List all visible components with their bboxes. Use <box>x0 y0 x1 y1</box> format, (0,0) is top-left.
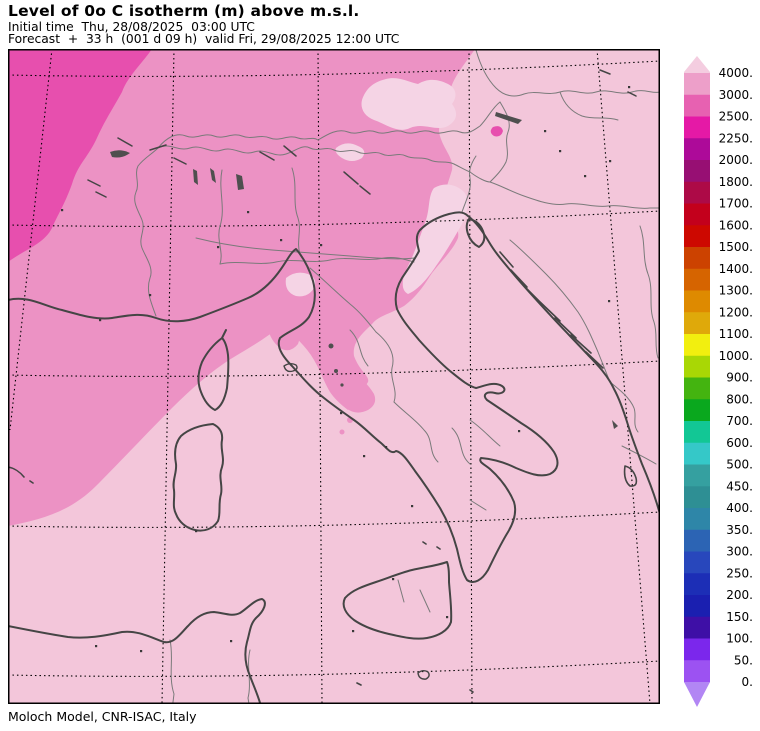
town-dots <box>61 86 631 653</box>
colorbar-segment <box>684 377 710 400</box>
colorbar-label: 1000. <box>719 349 753 363</box>
colorbar-label: 800. <box>726 392 753 406</box>
coast-sicily <box>342 561 453 640</box>
colorbar-segment <box>684 616 710 639</box>
colorbar-label: 1200. <box>719 305 753 319</box>
forecast-map <box>8 49 660 704</box>
page-title: Level of 0o C isotherm (m) above m.s.l. <box>8 2 360 20</box>
region-borders <box>134 49 660 704</box>
coast-dalmatian-islands <box>499 251 604 369</box>
colorbar-segment <box>684 638 710 661</box>
coastlines <box>8 69 660 704</box>
colorbar-segment <box>684 442 710 465</box>
initial-time-line: Initial time Thu, 28/08/2025 03:00 UTC <box>8 20 255 34</box>
colorbar-label: 300. <box>726 545 753 559</box>
mountain-marks <box>87 69 637 198</box>
colorbar-label: 3000. <box>719 88 753 102</box>
colorbar-label: 150. <box>726 610 753 624</box>
colorbar-segment <box>684 464 710 487</box>
map-band-3000-4000-region <box>8 49 475 526</box>
map-high-patches <box>285 78 468 297</box>
colorbar-arrow-bottom <box>684 682 710 707</box>
colorbar-label: 1600. <box>719 218 753 232</box>
colorbar-segment <box>684 334 710 357</box>
colorbar-label: 0. <box>742 675 753 689</box>
colorbar-segment <box>684 508 710 531</box>
colorbar-label: 1700. <box>719 197 753 211</box>
colorbar-label: 500. <box>726 458 753 472</box>
colorbar-label: 900. <box>726 371 753 385</box>
colorbar-segment <box>684 94 710 117</box>
colorbar-label: 1400. <box>719 262 753 276</box>
colorbar-segment <box>684 529 710 552</box>
coast-small-islands <box>356 541 474 693</box>
colorbar-label: 600. <box>726 436 753 450</box>
colorbar-label: 250. <box>726 566 753 580</box>
colorbar-segment <box>684 312 710 335</box>
colorbar-segment <box>684 290 710 313</box>
colorbar-label: 400. <box>726 501 753 515</box>
colorbar-label: 200. <box>726 588 753 602</box>
colorbar-label: 1100. <box>719 327 753 341</box>
colorbar-segment <box>684 116 710 139</box>
colorbar: 4000. 3000. 2500. 2250. 2000. 1800. 1700. 1600.… <box>684 56 753 707</box>
colorbar-arrow-top <box>684 56 710 74</box>
colorbar-label: 700. <box>726 414 753 428</box>
coast-balearics <box>8 466 34 484</box>
coast-corfu <box>623 465 638 487</box>
colorbar-segment <box>684 247 710 270</box>
model-credit: Moloch Model, CNR-ISAC, Italy <box>8 709 197 724</box>
forecast-valid-line: Forecast + 33 h (001 d 09 h) valid Fri, … <box>8 32 400 46</box>
colorbar-segment <box>684 421 710 444</box>
colorbar-segment <box>684 595 710 618</box>
coast-pantelleria <box>417 670 430 680</box>
colorbar-label: 50. <box>734 653 753 667</box>
colorbar-label: 4000. <box>719 66 753 80</box>
lakes <box>110 112 618 429</box>
colorbar-label: 1800. <box>719 175 753 189</box>
colorbar-label: 1300. <box>719 284 753 298</box>
colorbar-label: 2500. <box>719 110 753 124</box>
map-frame <box>8 49 660 704</box>
colorbar-segment <box>684 138 710 161</box>
colorbar-segment <box>684 225 710 248</box>
coast-north-africa <box>8 598 266 704</box>
colorbar-segment <box>684 486 710 509</box>
colorbar-segment <box>684 551 710 574</box>
colorbar-segment <box>684 268 710 291</box>
colorbar-segment <box>684 660 710 683</box>
coast-corsica <box>197 329 230 411</box>
colorbar-label: 2250. <box>719 131 753 145</box>
colorbar-segment <box>684 160 710 183</box>
colorbar-segment <box>684 203 710 226</box>
colorbar-label: 100. <box>726 632 753 646</box>
colorbar-label: 1500. <box>719 240 753 254</box>
colorbar-segment <box>684 181 710 204</box>
colorbar-segment <box>684 73 710 96</box>
coast-elba <box>283 363 298 373</box>
coast-istria <box>465 218 486 248</box>
colorbar-label: 450. <box>726 479 753 493</box>
colorbar-label: 350. <box>726 523 753 537</box>
graticule <box>8 49 660 704</box>
map-band-2500-3000-region <box>8 49 503 262</box>
colorbar-segment <box>684 573 710 596</box>
colorbar-label: 2000. <box>719 153 753 167</box>
colorbar-segment <box>684 355 710 378</box>
coast-europe-mainland <box>8 211 660 583</box>
colorbar-segment <box>684 399 710 422</box>
